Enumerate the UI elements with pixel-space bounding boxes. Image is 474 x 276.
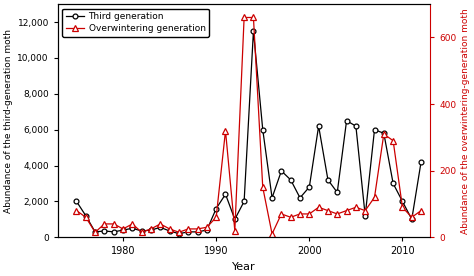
Overwintering generation: [316, 206, 321, 209]
Overwintering generation: [390, 139, 396, 142]
Third generation: [129, 227, 135, 230]
Third generation: [195, 230, 201, 233]
Overwintering generation: [139, 231, 145, 234]
Third generation: [362, 214, 368, 217]
Overwintering generation: [353, 206, 359, 209]
Third generation: [73, 200, 79, 203]
Overwintering generation: [418, 209, 424, 212]
Third generation: [316, 124, 321, 128]
Third generation: [111, 230, 117, 233]
Third generation: [260, 128, 265, 131]
Third generation: [204, 229, 210, 232]
Overwintering generation: [111, 222, 117, 225]
Overwintering generation: [157, 222, 163, 225]
Overwintering generation: [269, 232, 275, 236]
Overwintering generation: [92, 231, 98, 234]
Third generation: [213, 207, 219, 210]
Overwintering generation: [260, 186, 265, 189]
Third generation: [232, 218, 237, 221]
Overwintering generation: [288, 216, 293, 219]
Overwintering generation: [279, 212, 284, 216]
Overwintering generation: [307, 212, 312, 216]
Third generation: [344, 119, 349, 122]
Overwintering generation: [167, 227, 173, 230]
Third generation: [325, 178, 331, 182]
Third generation: [335, 191, 340, 194]
Overwintering generation: [83, 216, 89, 219]
Y-axis label: Abundance of the overwintering-generation moth: Abundance of the overwintering-generatio…: [461, 8, 470, 233]
Overwintering generation: [381, 132, 387, 136]
Third generation: [185, 230, 191, 233]
Line: Third generation: Third generation: [74, 29, 423, 236]
Overwintering generation: [344, 209, 349, 212]
Third generation: [353, 124, 359, 128]
Overwintering generation: [251, 16, 256, 19]
Overwintering generation: [232, 229, 237, 232]
Third generation: [409, 218, 415, 221]
Third generation: [400, 200, 405, 203]
Third generation: [269, 196, 275, 200]
Third generation: [288, 178, 293, 182]
Third generation: [120, 229, 126, 232]
Third generation: [279, 169, 284, 172]
Overwintering generation: [101, 222, 107, 225]
Third generation: [139, 229, 145, 233]
Overwintering generation: [223, 129, 228, 132]
X-axis label: Year: Year: [232, 262, 256, 272]
Legend: Third generation, Overwintering generation: Third generation, Overwintering generati…: [63, 9, 209, 37]
Overwintering generation: [148, 227, 154, 230]
Third generation: [251, 30, 256, 33]
Third generation: [297, 196, 303, 200]
Overwintering generation: [362, 209, 368, 212]
Overwintering generation: [325, 209, 331, 212]
Third generation: [307, 185, 312, 189]
Line: Overwintering generation: Overwintering generation: [73, 14, 424, 237]
Third generation: [372, 128, 377, 131]
Overwintering generation: [241, 16, 247, 19]
Third generation: [167, 229, 173, 233]
Third generation: [157, 226, 163, 229]
Overwintering generation: [73, 209, 79, 212]
Overwintering generation: [213, 216, 219, 219]
Overwintering generation: [372, 196, 377, 199]
Third generation: [176, 232, 182, 235]
Overwintering generation: [185, 227, 191, 230]
Overwintering generation: [120, 227, 126, 230]
Third generation: [381, 132, 387, 135]
Overwintering generation: [409, 216, 415, 219]
Overwintering generation: [129, 222, 135, 225]
Third generation: [390, 182, 396, 185]
Overwintering generation: [400, 206, 405, 209]
Overwintering generation: [204, 225, 210, 229]
Overwintering generation: [176, 231, 182, 234]
Third generation: [148, 229, 154, 232]
Third generation: [418, 160, 424, 164]
Third generation: [92, 230, 98, 233]
Third generation: [241, 200, 247, 203]
Third generation: [83, 214, 89, 217]
Third generation: [223, 193, 228, 196]
Third generation: [101, 229, 107, 233]
Overwintering generation: [297, 212, 303, 216]
Y-axis label: Abundance of the third-generation moth: Abundance of the third-generation moth: [4, 29, 13, 213]
Overwintering generation: [335, 212, 340, 216]
Overwintering generation: [195, 227, 201, 230]
